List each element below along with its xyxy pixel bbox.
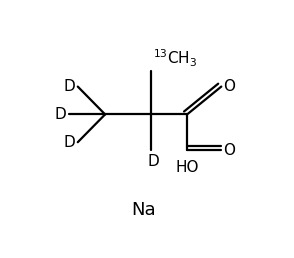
Text: HO: HO: [176, 160, 199, 175]
Text: O: O: [224, 143, 235, 158]
Text: D: D: [147, 154, 159, 169]
Text: D: D: [55, 107, 66, 122]
Text: Na: Na: [131, 201, 156, 219]
Text: D: D: [64, 135, 76, 150]
Text: D: D: [64, 79, 76, 94]
Text: O: O: [224, 79, 235, 94]
Text: $^{13}$CH$_3$: $^{13}$CH$_3$: [153, 47, 197, 69]
